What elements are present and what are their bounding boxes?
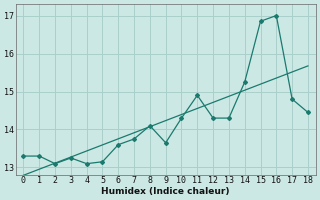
X-axis label: Humidex (Indice chaleur): Humidex (Indice chaleur): [101, 187, 230, 196]
